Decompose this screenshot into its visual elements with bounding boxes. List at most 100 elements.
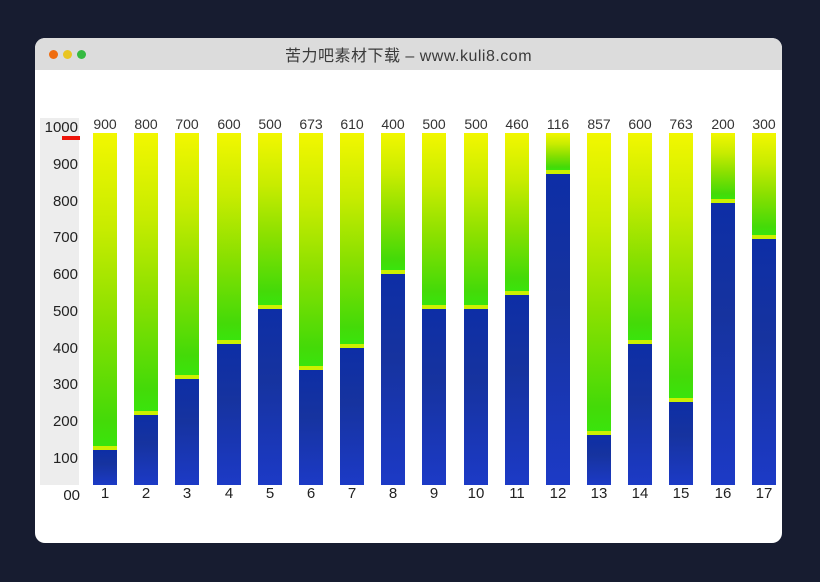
bar-value-label: 610 — [340, 116, 364, 132]
bar — [669, 133, 693, 485]
bar-segment-green — [299, 133, 323, 366]
x-axis-tick-label: 4 — [224, 485, 234, 502]
app-window: 苦力吧素材下载 – www.kuli8.com 1000 900 800 700 600… — [35, 38, 782, 543]
bar-segment-divider — [587, 431, 611, 435]
x-axis-tick-label: 10 — [467, 485, 485, 502]
bar-segment-blue — [93, 450, 117, 485]
bar-segment-green — [258, 133, 282, 305]
x-axis-tick-label: 16 — [714, 485, 732, 502]
bar-segment-divider — [258, 305, 282, 309]
bar-segment-blue — [505, 295, 529, 485]
bar — [752, 133, 776, 485]
x-axis-tick-label: 3 — [182, 485, 192, 502]
bar-segment-divider — [381, 270, 405, 274]
origin-tick-label: 00 — [63, 487, 80, 504]
title-bar: 苦力吧素材下载 – www.kuli8.com — [35, 38, 782, 70]
y-axis-tick-label: 800 — [52, 192, 78, 210]
bar-segment-blue — [258, 309, 282, 485]
bar-segment-blue — [340, 348, 364, 485]
bar — [134, 133, 158, 485]
y-axis-tick-label: 600 — [52, 266, 78, 283]
bar-segment-divider — [546, 170, 570, 174]
bar-segment-green — [175, 133, 199, 375]
bar-value-label: 700 — [175, 116, 199, 132]
bar-segment-blue — [175, 379, 199, 485]
bar-column: 600 4 — [217, 116, 241, 503]
x-axis-tick-label: 2 — [141, 485, 151, 502]
bar-segment-blue — [134, 415, 158, 485]
x-axis-tick-label: 8 — [388, 485, 398, 502]
bar-segment-blue — [299, 370, 323, 485]
bar-segment-blue — [628, 344, 652, 485]
window-control-minimize-icon[interactable] — [63, 49, 72, 59]
bar-segment-blue — [464, 309, 488, 485]
x-axis-tick-label: 15 — [672, 485, 690, 502]
bar-segment-divider — [669, 398, 693, 402]
bar-value-label: 300 — [752, 116, 776, 132]
bar-segment-green — [381, 133, 405, 270]
bar-segment-divider — [175, 375, 199, 379]
bar-segment-divider — [464, 305, 488, 309]
bar-segment-blue — [711, 203, 735, 485]
bar — [711, 133, 735, 485]
bar — [217, 133, 241, 485]
bar-column: 400 8 — [381, 117, 405, 503]
y-axis-tick-label: 1000 — [44, 119, 78, 136]
bar — [505, 133, 529, 485]
window-control-close-icon[interactable] — [49, 49, 58, 59]
bar-value-label: 800 — [134, 116, 158, 132]
x-axis-tick-label: 13 — [590, 485, 608, 502]
bar-segment-divider — [217, 340, 241, 344]
bar-segment-blue — [546, 174, 570, 485]
bar-segment-divider — [422, 305, 446, 309]
bar-segment-green — [505, 133, 529, 291]
bar-column: 500 9 — [422, 116, 446, 503]
bar — [464, 133, 488, 485]
bar-segment-green — [752, 133, 776, 235]
x-axis-tick-label: 14 — [631, 485, 649, 502]
bar — [587, 133, 611, 485]
y-axis-tick-label: 300 — [52, 376, 78, 394]
bar-segment-green — [134, 133, 158, 411]
y-axis-tick-label: 500 — [52, 302, 78, 320]
window-title: 苦力吧素材下载 – www.kuli8.com — [284, 48, 533, 65]
bar-segment-divider — [628, 340, 652, 344]
bar-value-label: 900 — [93, 116, 117, 132]
bar — [422, 133, 446, 485]
y-axis-tick-label: 200 — [52, 413, 78, 430]
bar-segment-green — [546, 133, 570, 170]
bar-value-label: 600 — [217, 116, 241, 132]
bar-value-label: 500 — [258, 116, 282, 132]
bar-value-label: 500 — [464, 116, 488, 132]
bar — [93, 133, 117, 485]
bar-value-label: 763 — [669, 116, 693, 132]
bar-segment-divider — [93, 446, 117, 450]
bar-column: 116 12 — [546, 117, 570, 503]
bar-segment-divider — [134, 411, 158, 415]
x-axis-tick-label: 7 — [347, 485, 357, 502]
bar-chart: 1000 900 800 700 600 500 400 300 200 100 00 900 1 8… — [35, 38, 782, 543]
window-controls — [49, 38, 86, 70]
bar-value-label: 673 — [299, 116, 323, 132]
bar — [381, 133, 405, 485]
bar-segment-green — [340, 133, 364, 344]
bar-segment-blue — [752, 239, 776, 485]
y-axis-tick-label: 900 — [52, 155, 78, 173]
x-axis-tick-label: 9 — [429, 485, 439, 502]
bar-column: 600 14 — [628, 116, 652, 503]
bar-column: 200 16 — [711, 117, 735, 503]
window-control-maximize-icon[interactable] — [77, 49, 86, 59]
bar-value-label: 500 — [422, 116, 446, 132]
bar-column: 673 6 — [299, 116, 323, 503]
bar-segment-divider — [340, 344, 364, 348]
y-axis-tick-label: 700 — [52, 229, 78, 247]
x-axis-tick-label: 17 — [755, 485, 773, 502]
bar-segment-blue — [587, 435, 611, 485]
y-axis-panel — [40, 118, 79, 485]
bar-value-label: 600 — [628, 116, 652, 132]
bar — [628, 133, 652, 485]
bar-segment-divider — [299, 366, 323, 370]
bar-column: 763 15 — [669, 116, 693, 503]
bar — [299, 133, 323, 485]
